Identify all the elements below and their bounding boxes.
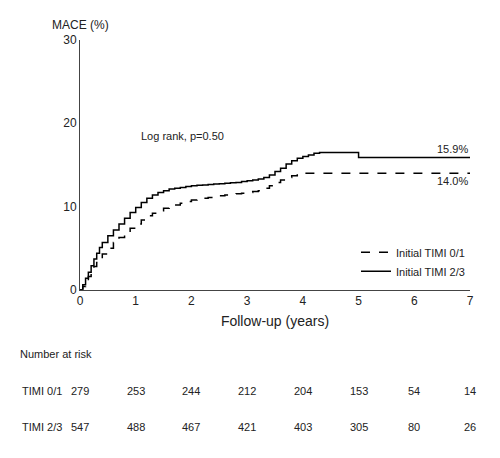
svg-text:20: 20: [63, 116, 77, 130]
svg-text:Initial TIMI 2/3: Initial TIMI 2/3: [396, 266, 465, 278]
svg-text:467: 467: [182, 421, 200, 433]
svg-text:14: 14: [464, 385, 476, 397]
svg-text:547: 547: [71, 421, 89, 433]
svg-text:10: 10: [63, 200, 77, 214]
svg-text:5: 5: [355, 294, 362, 308]
svg-text:Follow-up (years): Follow-up (years): [221, 313, 329, 329]
svg-text:Number at risk: Number at risk: [20, 348, 92, 360]
svg-text:6: 6: [411, 294, 418, 308]
svg-text:14.0%: 14.0%: [437, 175, 468, 187]
svg-text:TIMI 0/1: TIMI 0/1: [22, 385, 62, 397]
svg-text:305: 305: [350, 421, 368, 433]
svg-text:0: 0: [77, 294, 84, 308]
svg-text:30: 30: [63, 33, 77, 47]
svg-text:3: 3: [244, 294, 251, 308]
svg-text:26: 26: [464, 421, 476, 433]
svg-text:TIMI 2/3: TIMI 2/3: [22, 421, 62, 433]
svg-text:Log rank, p=0.50: Log rank, p=0.50: [141, 130, 224, 142]
svg-text:279: 279: [71, 385, 89, 397]
svg-text:421: 421: [238, 421, 256, 433]
svg-text:2: 2: [188, 294, 195, 308]
svg-text:204: 204: [294, 385, 312, 397]
svg-text:244: 244: [182, 385, 200, 397]
svg-text:MACE (%): MACE (%): [52, 18, 109, 32]
svg-text:0: 0: [70, 283, 77, 297]
svg-text:153: 153: [350, 385, 368, 397]
svg-text:4: 4: [300, 294, 307, 308]
svg-text:80: 80: [408, 421, 420, 433]
svg-text:403: 403: [294, 421, 312, 433]
svg-text:7: 7: [467, 294, 474, 308]
svg-text:488: 488: [127, 421, 145, 433]
svg-text:1: 1: [132, 294, 139, 308]
svg-text:15.9%: 15.9%: [437, 143, 468, 155]
svg-text:212: 212: [238, 385, 256, 397]
svg-text:54: 54: [408, 385, 420, 397]
svg-text:Initial TIMI 0/1: Initial TIMI 0/1: [396, 247, 465, 259]
svg-text:253: 253: [127, 385, 145, 397]
